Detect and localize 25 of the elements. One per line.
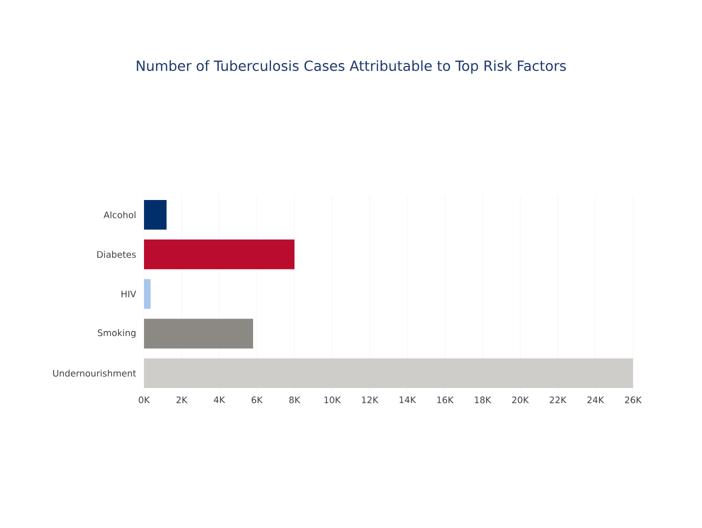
- x-tick-label: 22K: [550, 396, 567, 404]
- x-tick-label: 26K: [625, 396, 642, 404]
- y-tick-label: Alcohol: [104, 211, 136, 218]
- x-tick-label: 0K: [138, 396, 150, 404]
- x-tick-label: 8K: [289, 396, 300, 404]
- x-tick-label: 12K: [362, 396, 379, 404]
- x-tick-label: 10K: [324, 396, 341, 404]
- x-tick-label: 20K: [512, 396, 529, 404]
- x-tick-label: 16K: [437, 396, 454, 404]
- bar: [144, 358, 634, 388]
- x-tick-label: 6K: [252, 396, 263, 404]
- bar: [144, 200, 167, 230]
- x-tick-label: 2K: [176, 396, 188, 404]
- bar: [144, 240, 294, 270]
- x-tick-label: 4K: [214, 396, 226, 404]
- y-tick-label: Smoking: [98, 329, 136, 338]
- x-tick-label: 18K: [474, 396, 492, 404]
- x-tick-label: 14K: [400, 396, 416, 404]
- y-tick-label: HIV: [122, 290, 136, 298]
- y-tick-label: Diabetes: [97, 250, 136, 258]
- x-tick-label: 24K: [587, 396, 604, 404]
- y-tick-label: Undernourishment: [53, 370, 136, 377]
- bar: [144, 318, 254, 348]
- bar: [144, 279, 151, 309]
- chart-title: Number of Tuberculosis Cases Attributable to Top Risk Factors: [136, 60, 566, 74]
